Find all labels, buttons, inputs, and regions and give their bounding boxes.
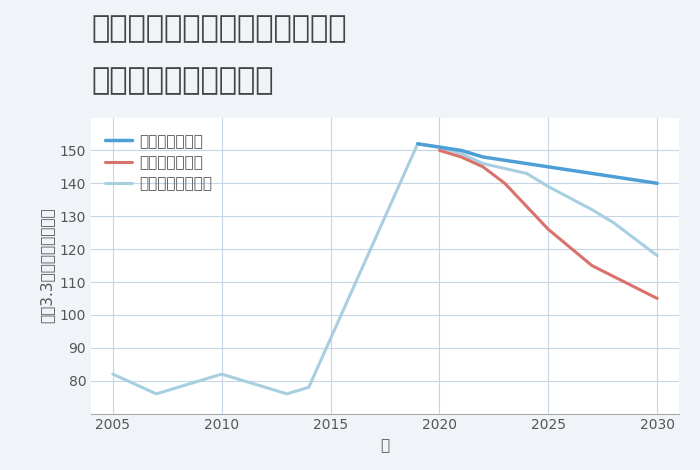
グッドシナリオ — [653, 180, 662, 186]
Legend: グッドシナリオ, バッドシナリオ, ノーマルシナリオ: グッドシナリオ, バッドシナリオ, ノーマルシナリオ — [104, 134, 213, 191]
バッドシナリオ — [522, 204, 531, 209]
グッドシナリオ — [479, 154, 487, 160]
Line: バッドシナリオ: バッドシナリオ — [440, 150, 657, 298]
グッドシナリオ — [588, 171, 596, 176]
バッドシナリオ — [653, 296, 662, 301]
X-axis label: 年: 年 — [380, 438, 390, 453]
バッドシナリオ — [435, 148, 444, 153]
グッドシナリオ — [522, 161, 531, 166]
グッドシナリオ — [457, 148, 466, 153]
ノーマルシナリオ — [435, 144, 444, 150]
ノーマルシナリオ — [544, 184, 552, 189]
バッドシナリオ — [500, 180, 509, 186]
グッドシナリオ — [414, 141, 422, 147]
ノーマルシナリオ — [457, 151, 466, 157]
バッドシナリオ — [479, 164, 487, 170]
バッドシナリオ — [544, 227, 552, 232]
Text: 中古戸建ての価格推移: 中古戸建ての価格推移 — [91, 66, 274, 95]
ノーマルシナリオ — [653, 253, 662, 258]
Text: 愛知県名古屋市中村区砂田町の: 愛知県名古屋市中村区砂田町の — [91, 14, 346, 43]
ノーマルシナリオ — [414, 141, 422, 147]
グッドシナリオ — [544, 164, 552, 170]
Line: ノーマルシナリオ: ノーマルシナリオ — [418, 144, 657, 256]
ノーマルシナリオ — [479, 161, 487, 166]
ノーマルシナリオ — [610, 220, 618, 226]
Line: グッドシナリオ: グッドシナリオ — [418, 144, 657, 183]
ノーマルシナリオ — [588, 207, 596, 212]
ノーマルシナリオ — [522, 171, 531, 176]
バッドシナリオ — [457, 154, 466, 160]
Y-axis label: 坪（3.3㎡）単価（万円）: 坪（3.3㎡）単価（万円） — [39, 208, 54, 323]
グッドシナリオ — [435, 144, 444, 150]
バッドシナリオ — [588, 263, 596, 268]
